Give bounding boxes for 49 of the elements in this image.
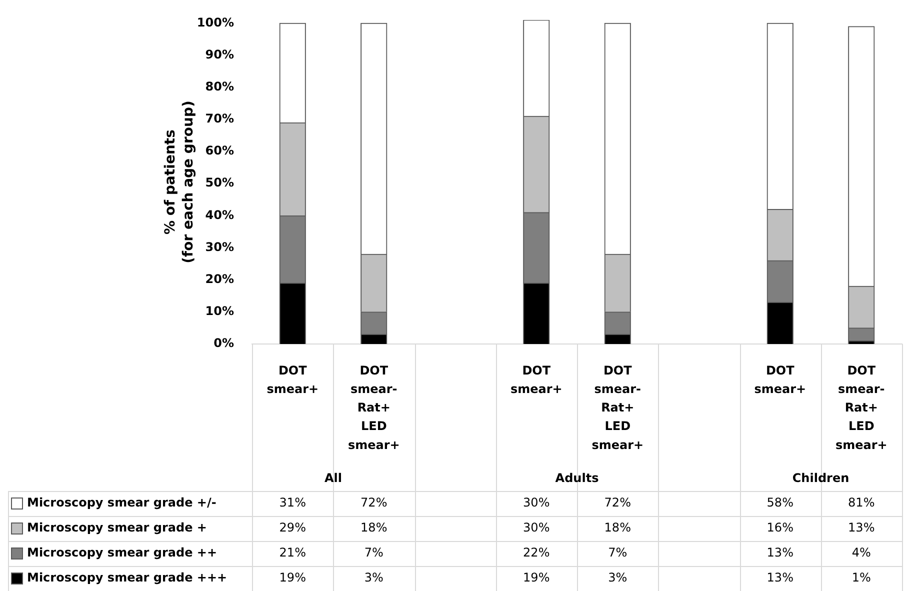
data-label: 19% (279, 570, 306, 585)
x-tick-label: DOT smear+ (754, 363, 806, 396)
y-tick-label: 70% (205, 112, 234, 126)
data-label: 81% (848, 496, 875, 510)
data-label: 13% (766, 570, 794, 585)
y-axis-title: % of patients (for each age group) (162, 100, 197, 264)
y-tick-label: 60% (205, 144, 234, 158)
data-label: 72% (360, 496, 388, 510)
text: Children (792, 471, 850, 486)
x-tick-label: DOT smear+ (510, 363, 562, 396)
y-tick-label: 40% (205, 208, 234, 222)
x-tick-label: DOT smear+ (266, 363, 319, 396)
y-tick-label: 80% (205, 79, 234, 94)
data-label: 72% (604, 496, 631, 510)
data-label: 7% (364, 546, 384, 560)
legend-label: Microscopy smear grade +++ (27, 570, 228, 585)
data-label: 13% (766, 546, 794, 560)
data-label: 13% (848, 520, 875, 535)
text: All (324, 471, 342, 486)
data-label: 4% (852, 546, 871, 560)
data-label: 30% (523, 520, 550, 535)
y-tick-label: 0% (214, 336, 234, 350)
y-tick-label: 20% (205, 272, 234, 286)
data-label: 16% (766, 520, 794, 535)
y-tick-label: 100% (196, 15, 234, 30)
data-label: 3% (608, 570, 628, 585)
data-label: 1% (852, 570, 871, 585)
data-label: 22% (523, 546, 550, 560)
data-label: 7% (608, 546, 628, 560)
x-tick-label: DOT smear-Rat+ LED smear+ (348, 363, 400, 452)
data-label: 31% (279, 496, 306, 510)
text: Adults (555, 471, 599, 486)
y-tick-label: 10% (205, 304, 234, 318)
data-label: 30% (523, 496, 550, 510)
legend-label: Microscopy smear grade +/- (27, 496, 216, 510)
data-label: 3% (364, 570, 384, 585)
legend-label: Microscopy smear grade + (27, 520, 207, 535)
x-tick-label: DOT smear-Rat+ LED smear+ (592, 363, 644, 452)
y-tick-label: 30% (205, 240, 234, 254)
data-label: 18% (360, 520, 388, 535)
x-tick-label: DOT smear-Rat+ LED smear+ (835, 363, 888, 452)
y-tick-label: 90% (205, 47, 234, 62)
data-label: 21% (279, 546, 306, 560)
data-label: 18% (604, 520, 631, 535)
y-tick-label: 50% (205, 176, 234, 190)
data-label: 19% (523, 570, 550, 585)
data-label: 58% (766, 496, 794, 510)
data-label: 29% (279, 520, 306, 535)
legend-label: Microscopy smear grade ++ (27, 546, 218, 560)
